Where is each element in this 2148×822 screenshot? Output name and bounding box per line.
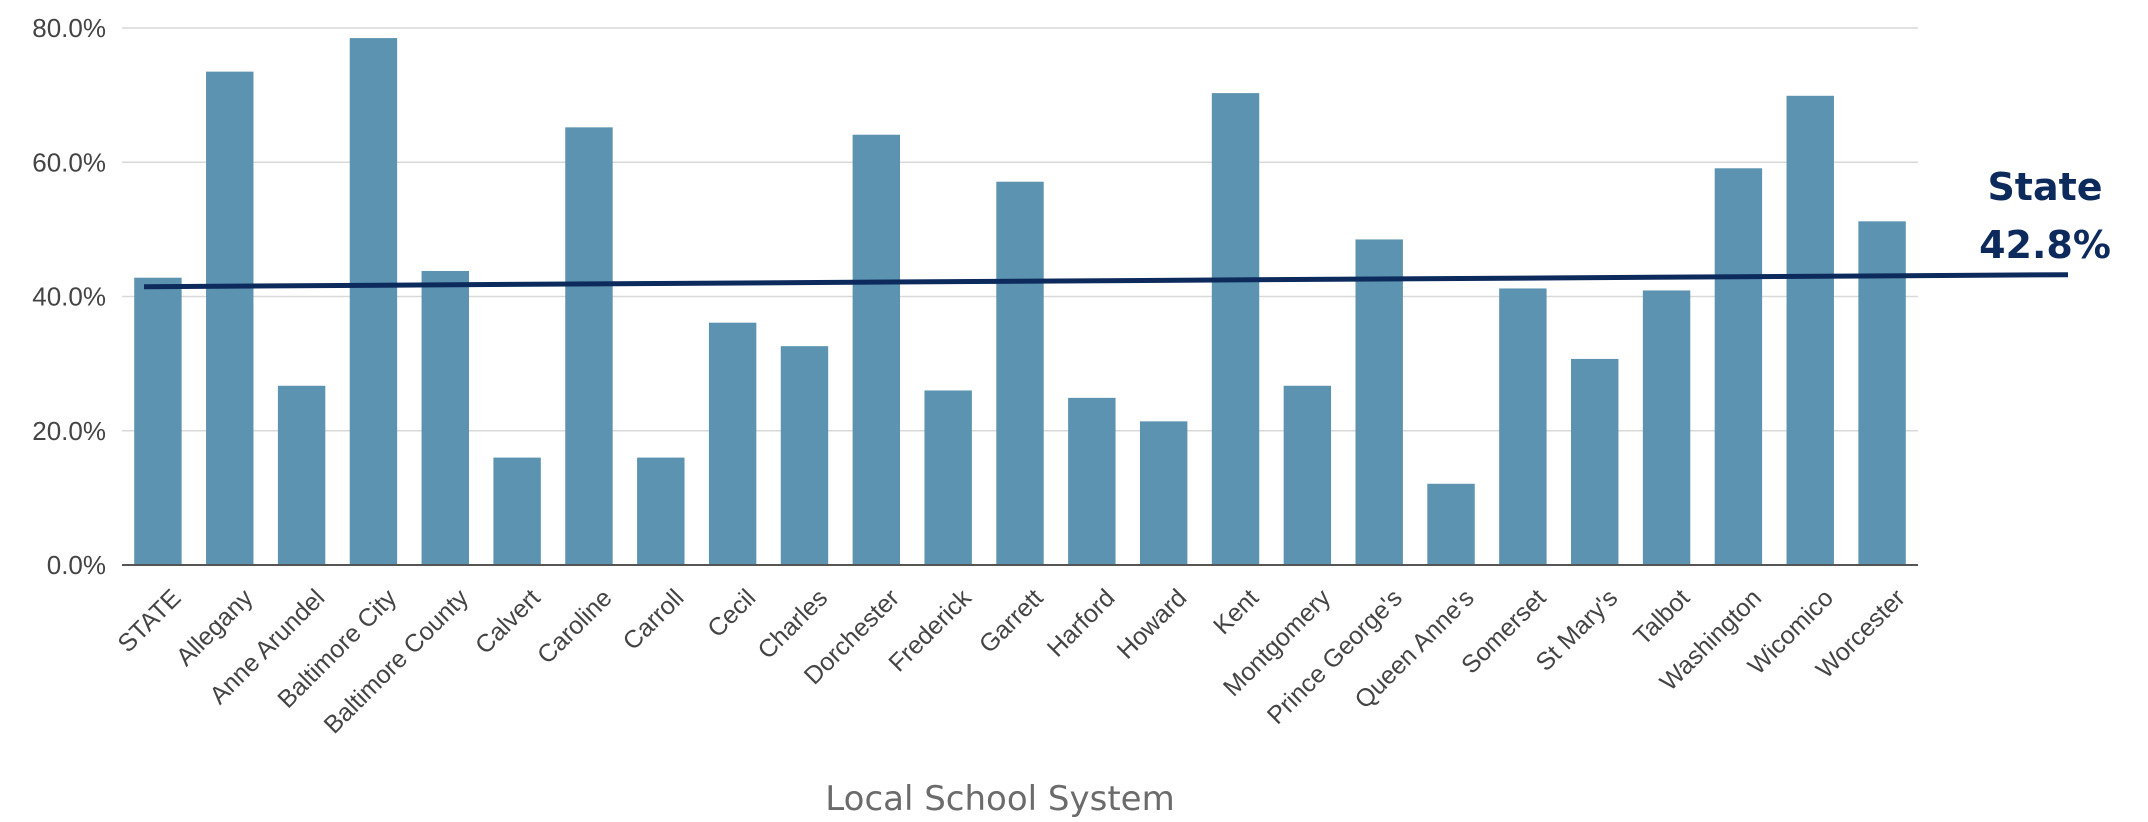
x-axis-title: Local School System	[825, 779, 1174, 819]
bar	[1499, 288, 1547, 565]
x-tick-label: Talbot	[1628, 584, 1695, 651]
bar	[780, 346, 829, 565]
state-reference-line	[143, 272, 2069, 290]
bar	[277, 385, 326, 565]
x-tick-label: Cecil	[702, 584, 761, 643]
bar	[1355, 239, 1403, 565]
reference-layer: State 42.8%	[143, 165, 2111, 290]
bars-layer	[134, 38, 1906, 566]
bar	[1139, 421, 1188, 565]
x-tick-label: Howard	[1112, 584, 1193, 665]
bar	[1571, 358, 1619, 565]
x-tick-label: Garrett	[974, 584, 1049, 659]
bar	[1786, 95, 1834, 565]
bar	[637, 457, 685, 565]
x-tick-label: Harford	[1042, 584, 1121, 663]
reference-label-value: 42.8%	[1979, 223, 2111, 267]
y-tick-label: 60.0%	[32, 147, 106, 177]
bar	[1642, 290, 1691, 565]
bar	[924, 390, 972, 565]
bar	[708, 322, 757, 565]
x-tick-label: Carroll	[618, 584, 690, 656]
bar	[1211, 93, 1260, 565]
bar	[852, 134, 901, 565]
y-tick-labels: 0.0% 20.0% 40.0% 60.0% 80.0%	[32, 13, 106, 580]
x-tick-label: Caroline	[532, 584, 618, 670]
reference-label-title: State	[1987, 165, 2102, 209]
bar	[493, 457, 541, 565]
bar	[421, 270, 469, 565]
y-tick-label: 20.0%	[32, 416, 106, 446]
y-tick-label: 0.0%	[47, 550, 106, 580]
bar	[1714, 168, 1763, 565]
bar	[1427, 483, 1475, 565]
x-tick-label: Kent	[1208, 584, 1264, 640]
y-tick-label: 40.0%	[32, 282, 106, 312]
bar	[1068, 397, 1116, 565]
bar	[996, 181, 1044, 565]
bar	[1858, 221, 1906, 565]
y-tick-label: 80.0%	[32, 13, 106, 43]
bar	[565, 127, 613, 565]
bar	[1283, 385, 1332, 565]
bar	[349, 38, 398, 566]
bar	[206, 71, 254, 565]
bar	[134, 277, 182, 565]
